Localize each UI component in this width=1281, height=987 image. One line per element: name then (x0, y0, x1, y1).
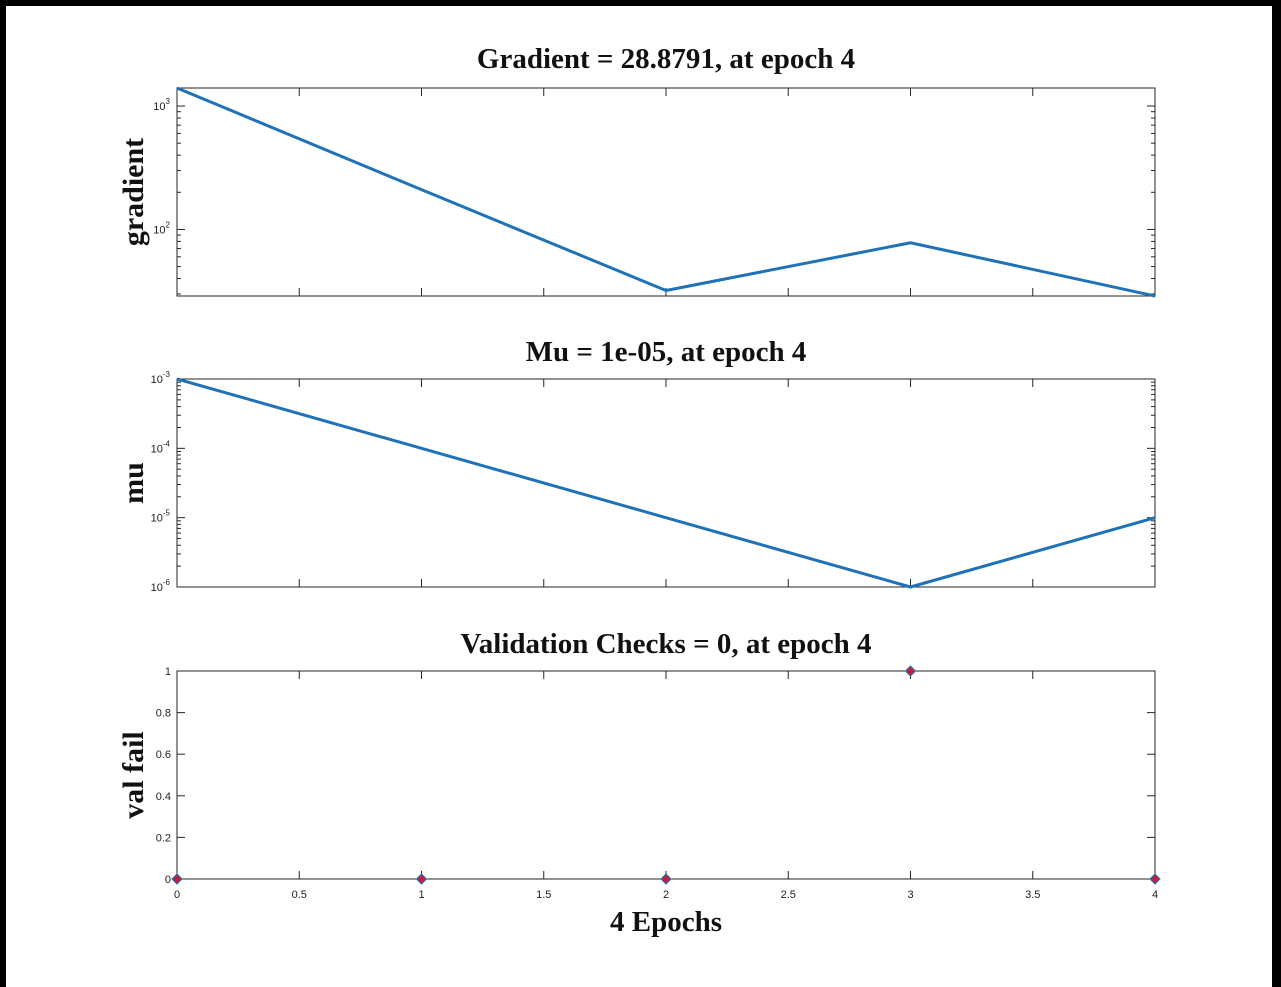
x-tick-label: 2.5 (781, 889, 796, 901)
axes-box (176, 378, 1156, 588)
data-point (1149, 873, 1161, 885)
y-tick-label: 0.6 (156, 749, 171, 761)
series-line (176, 86, 1156, 298)
y-tick-label: 0.4 (156, 791, 171, 803)
panel-title: Validation Checks = 0, at epoch 4 (460, 628, 871, 660)
x-tick-label: 3.5 (1025, 889, 1040, 901)
y-axis-label: gradient (117, 138, 150, 246)
figure-frame: Gradient = 28.8791, at epoch 4 gradient 10… (6, 6, 1272, 987)
panel-title: Gradient = 28.8791, at epoch 4 (477, 43, 855, 75)
panel-title: Mu = 1e-05, at epoch 4 (526, 336, 807, 368)
x-tick-label: 1 (418, 889, 424, 901)
y-tick-label: 10-3 (151, 370, 171, 386)
y-tick-label: 0 (165, 874, 171, 886)
x-tick-label: 3 (907, 889, 913, 901)
x-tick-label: 0 (174, 889, 180, 901)
y-tick-label: 10-4 (151, 439, 171, 455)
x-tick-label: 2 (663, 889, 669, 901)
x-tick-label: 4 (1152, 889, 1158, 901)
y-tick-label: 0.2 (156, 832, 171, 844)
x-axis-label: 4 Epochs (610, 906, 722, 938)
panel-2: Mu = 1e-05, at epoch 4 mu 10-6 10-5 10-4 10-3 (117, 336, 1156, 594)
x-tick-label: 0.5 (292, 889, 307, 901)
y-tick-label: 102 (153, 220, 170, 236)
y-tick-label: 1 (165, 666, 171, 678)
data-point (415, 873, 428, 885)
series-line (176, 377, 1156, 589)
y-tick-label: 103 (153, 97, 170, 113)
data-point (660, 873, 672, 885)
y-axis-label: val fail (117, 731, 150, 819)
y-tick-label: 10-5 (151, 509, 171, 525)
axes-box (176, 670, 1156, 880)
data-point (171, 873, 183, 885)
y-axis-label: mu (117, 462, 150, 504)
y-tick-label: 10-6 (151, 578, 171, 594)
data-point (904, 665, 917, 677)
panel-3: Validation Checks = 0, at epoch 4 val fai… (117, 628, 1161, 938)
x-tick-label: 1.5 (536, 889, 551, 901)
y-tick-label: 0.8 (156, 708, 171, 720)
